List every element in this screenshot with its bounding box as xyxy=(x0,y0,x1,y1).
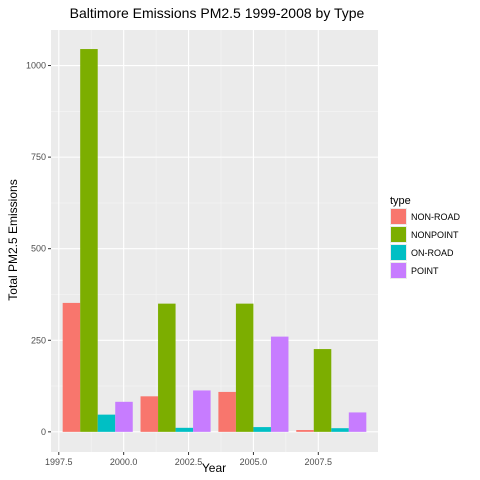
y-axis: 0 250 500 750 1000 xyxy=(26,61,51,437)
x-tick-label: 2005.0 xyxy=(240,457,268,467)
legend: type NON-ROAD NONPOINT ON-ROAD POINT xyxy=(390,195,460,279)
x-axis-title: Year xyxy=(202,461,226,475)
legend-title: type xyxy=(390,195,411,207)
bar-on-road-2005 xyxy=(253,427,271,432)
bar-nonpoint-2008 xyxy=(313,349,332,432)
bar-non-road-1999 xyxy=(62,302,81,432)
bar-nonpoint-2002 xyxy=(158,303,176,432)
legend-label-point: POINT xyxy=(411,266,439,276)
legend-label-nonpoint: NONPOINT xyxy=(411,230,459,240)
bar-nonpoint-1999 xyxy=(80,49,98,432)
bar-non-road-2008 xyxy=(296,430,314,432)
bar-point-2008 xyxy=(348,412,367,432)
x-tick-label: 2000.0 xyxy=(110,457,138,467)
bar-on-road-2002 xyxy=(175,427,194,432)
bar-point-2005 xyxy=(270,336,289,432)
y-tick-label: 250 xyxy=(31,335,46,345)
bar-non-road-2002 xyxy=(140,396,159,432)
y-tick-label: 500 xyxy=(31,244,46,254)
y-tick-label: 750 xyxy=(31,152,46,162)
bar-nonpoint-2005 xyxy=(235,303,254,432)
bars xyxy=(62,49,367,432)
chart-title: Baltimore Emissions PM2.5 1999-2008 by T… xyxy=(70,5,365,21)
x-tick-label: 2007.5 xyxy=(305,457,333,467)
x-axis: 1997.5 2000.0 2002.5 2005.0 2007.5 xyxy=(45,452,332,467)
y-axis-title: Total PM2.5 Emissions xyxy=(6,179,20,300)
legend-swatch-non-road xyxy=(391,209,406,224)
x-tick-label: 1997.5 xyxy=(45,457,73,467)
legend-swatch-on-road xyxy=(391,245,406,260)
y-tick-label: 1000 xyxy=(26,61,46,71)
x-tick-label: 2002.5 xyxy=(175,457,203,467)
bar-on-road-2008 xyxy=(331,428,349,432)
legend-swatch-point xyxy=(391,263,406,278)
legend-label-non-road: NON-ROAD xyxy=(411,212,460,222)
legend-label-on-road: ON-ROAD xyxy=(411,248,454,258)
bar-point-2002 xyxy=(193,390,211,432)
legend-swatch-nonpoint xyxy=(391,227,406,242)
legend-items: NON-ROAD NONPOINT ON-ROAD POINT xyxy=(390,208,460,279)
bar-on-road-1999 xyxy=(97,414,116,432)
bar-point-1999 xyxy=(115,401,133,432)
y-tick-label: 0 xyxy=(41,427,46,437)
bar-non-road-2005 xyxy=(218,391,236,432)
